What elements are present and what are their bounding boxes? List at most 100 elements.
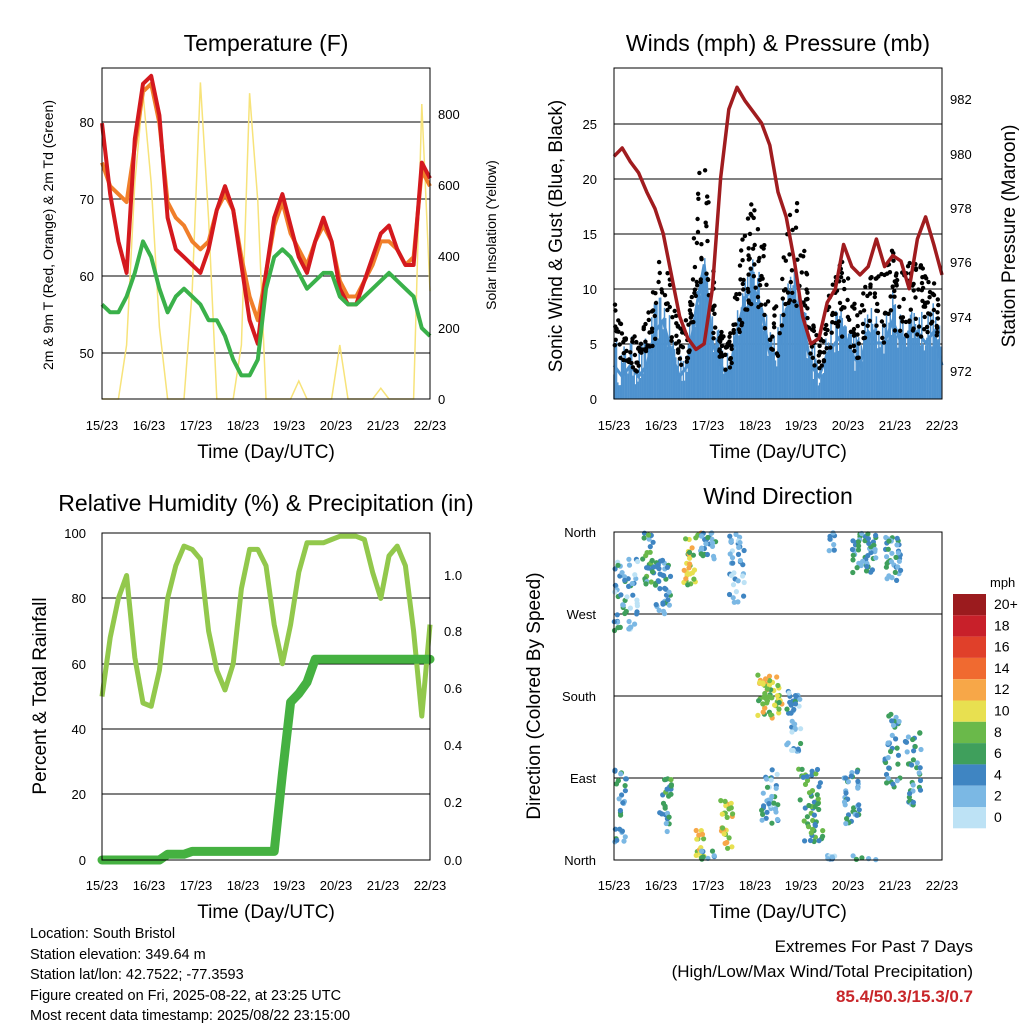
gust-point <box>629 360 634 366</box>
gust-point <box>922 327 927 332</box>
gust-point <box>656 259 662 265</box>
direction-point <box>656 578 662 585</box>
gust-point <box>847 317 852 322</box>
gust-point <box>892 294 897 299</box>
direction-point <box>650 539 656 545</box>
direction-point <box>889 575 895 581</box>
direction-point <box>726 835 732 841</box>
gust-point <box>931 307 937 313</box>
sonic-wind-bars <box>613 258 942 399</box>
speed-legend-title: mph <box>990 575 1015 590</box>
gust-point <box>935 330 940 335</box>
direction-point <box>843 790 849 796</box>
gust-point <box>657 270 662 276</box>
gust-points <box>612 168 941 374</box>
direction-point <box>709 543 716 550</box>
speed-legend-swatches: 20+ 18 16 14 12 10 8 6 4 2 0 <box>953 594 1018 829</box>
direction-point <box>916 770 922 776</box>
gust-point <box>676 339 682 344</box>
gust-point <box>729 360 734 366</box>
direction-point <box>865 536 872 542</box>
speed-legend-swatch <box>953 679 986 701</box>
winds-right-tick: 978 <box>950 201 972 216</box>
gust-point <box>752 242 757 248</box>
humidity-x-label: Time (Day/UTC) <box>197 902 335 923</box>
direction-point <box>797 696 803 702</box>
direction-point <box>647 549 653 555</box>
gust-point <box>743 307 748 312</box>
direction-point <box>769 820 775 826</box>
speed-legend-label: 18 <box>994 617 1010 633</box>
gust-point <box>643 339 648 344</box>
direction-point <box>806 790 813 796</box>
direction-point <box>614 837 620 843</box>
direction-left-tick: North <box>564 525 596 540</box>
gust-point <box>695 191 701 196</box>
gust-point <box>746 298 751 303</box>
gust-point <box>881 340 887 345</box>
winds-x-tick: 18/23 <box>739 418 772 433</box>
gust-point <box>872 294 877 300</box>
gust-point <box>911 288 916 293</box>
gust-point <box>665 301 670 306</box>
gust-point <box>765 299 771 304</box>
gust-point <box>848 344 853 349</box>
gust-point <box>725 344 730 349</box>
direction-point <box>683 576 689 582</box>
direction-point <box>894 778 900 784</box>
direction-point <box>649 557 655 564</box>
speed-legend-label: 16 <box>994 639 1010 655</box>
direction-point <box>648 579 654 585</box>
winds-x-tick: 15/23 <box>598 418 631 433</box>
gust-point <box>694 279 699 285</box>
direction-point <box>844 816 850 822</box>
direction-point <box>886 538 892 544</box>
gust-point <box>787 212 793 218</box>
winds-left-tick: 10 <box>583 282 597 297</box>
direction-point <box>804 777 811 784</box>
direction-point <box>858 562 864 569</box>
direction-point <box>854 565 860 571</box>
gust-point <box>801 254 806 259</box>
direction-point <box>620 800 626 806</box>
direction-panel: Wind Direction North East South West Nor… <box>524 483 1018 923</box>
gust-point <box>926 311 931 316</box>
gust-point <box>764 282 769 287</box>
gust-point <box>837 300 843 306</box>
direction-point <box>668 777 674 783</box>
gust-point <box>678 344 684 349</box>
gust-point <box>713 325 718 330</box>
humidity-x-tick: 21/23 <box>367 878 400 893</box>
gust-point <box>863 284 868 290</box>
gust-point <box>752 262 757 267</box>
gust-point <box>692 287 698 292</box>
gust-point <box>679 362 684 367</box>
direction-point <box>623 608 629 615</box>
direction-point <box>718 798 724 804</box>
direction-point <box>699 831 706 838</box>
direction-point <box>686 549 693 556</box>
direction-x-tick: 17/23 <box>692 878 725 893</box>
direction-point <box>615 625 621 631</box>
direction-point <box>815 796 821 802</box>
temperature-x-tick: 16/23 <box>133 418 166 433</box>
direction-point <box>729 844 735 850</box>
gust-point <box>900 315 906 320</box>
gust-point <box>665 271 670 276</box>
gust-point <box>740 258 745 263</box>
gust-point <box>868 276 873 281</box>
direction-point <box>766 673 773 679</box>
gust-point <box>698 279 703 285</box>
direction-point <box>661 611 668 617</box>
gust-point <box>913 267 919 272</box>
gust-point <box>783 301 788 307</box>
direction-point <box>759 817 765 823</box>
gust-point <box>835 324 840 329</box>
gust-point <box>733 322 738 327</box>
direction-point <box>810 826 816 832</box>
gust-point <box>790 290 795 295</box>
humidity-left-tick: 100 <box>64 526 86 541</box>
gust-point <box>653 300 659 306</box>
gust-point <box>803 297 809 302</box>
gust-point <box>794 208 799 214</box>
